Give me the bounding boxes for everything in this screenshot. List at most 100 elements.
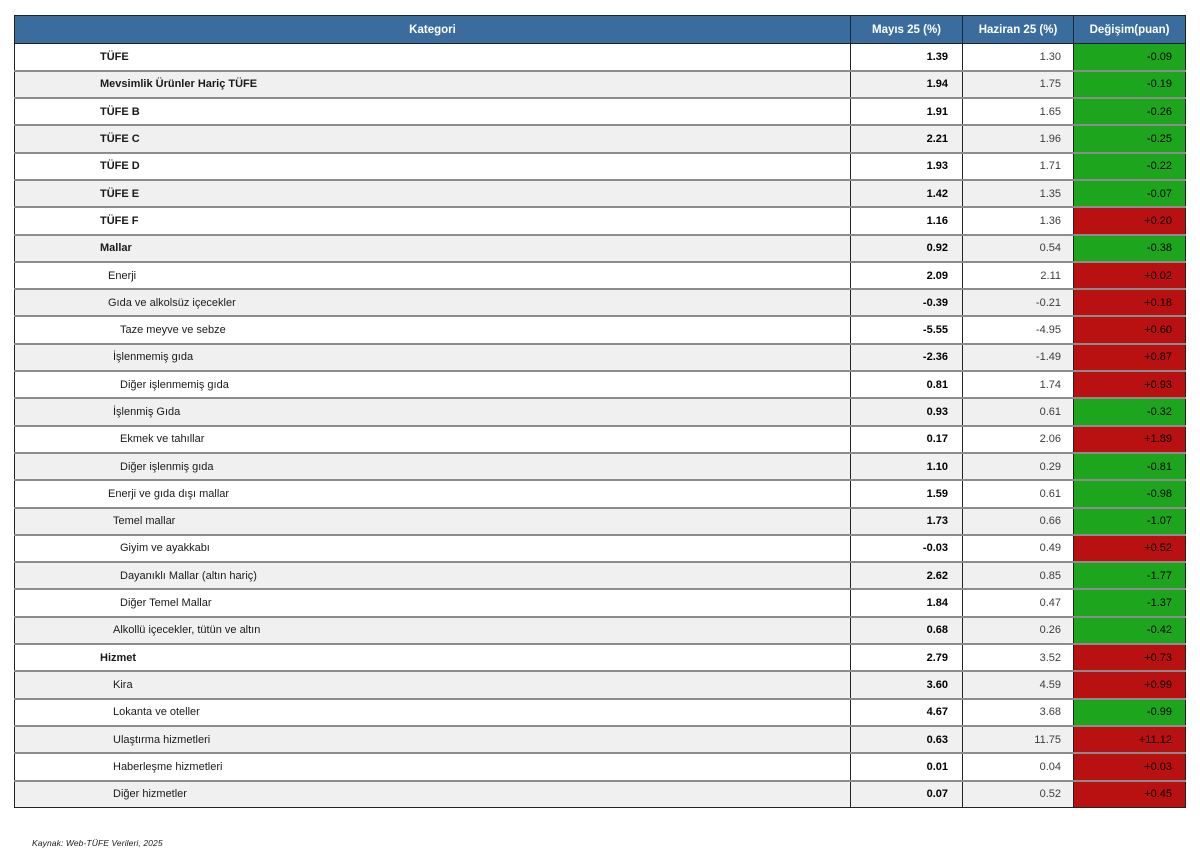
degisim-value-cell: +1.89 (1073, 424, 1186, 453)
haziran-value-cell: 4.59 (962, 670, 1074, 699)
haziran-value-cell: 3.68 (962, 697, 1074, 726)
category-cell: Mevsimlik Ürünler Hariç TÜFE (14, 69, 851, 99)
mayis-value-cell: -0.03 (850, 533, 963, 563)
category-cell: TÜFE D (14, 151, 851, 180)
degisim-value-cell: +0.20 (1073, 206, 1186, 235)
table-row: TÜFE E 1.42 1.35 -0.07 (14, 178, 1186, 208)
table-row: Kira 3.60 4.59 +0.99 (14, 670, 1186, 699)
degisim-value-cell: +0.93 (1073, 370, 1186, 399)
mayis-value-cell: 2.21 (850, 124, 963, 153)
haziran-value-cell: 2.06 (962, 424, 1074, 453)
mayis-value-cell: 1.10 (850, 451, 963, 481)
category-cell: Ulaştırma hizmetleri (14, 724, 851, 754)
haziran-value-cell: 1.36 (962, 206, 1074, 235)
table-row: TÜFE C 2.21 1.96 -0.25 (14, 124, 1186, 153)
mayis-value-cell: 0.01 (850, 752, 963, 781)
mayis-value-cell: 3.60 (850, 670, 963, 699)
mayis-value-cell: 0.17 (850, 424, 963, 453)
table-row: Mallar 0.92 0.54 -0.38 (14, 233, 1186, 262)
degisim-value-cell: +0.18 (1073, 288, 1186, 317)
degisim-value-cell: -1.37 (1073, 588, 1186, 617)
source-note: Kaynak: Web-TÜFE Verileri, 2025 (32, 838, 163, 848)
category-cell: İşlenmiş Gıda (14, 397, 851, 426)
mayis-value-cell: 0.63 (850, 724, 963, 754)
mayis-value-cell: -0.39 (850, 288, 963, 317)
degisim-value-cell: +0.73 (1073, 643, 1186, 672)
haziran-value-cell: -0.21 (962, 288, 1074, 317)
table-row: Diğer Temel Mallar 1.84 0.47 -1.37 (14, 588, 1186, 617)
table-header: Kategori Mayıs 25 (%) Haziran 25 (%) Değ… (14, 15, 1186, 44)
table-row: Gıda ve alkolsüz içecekler -0.39 -0.21 +0.1… (14, 288, 1186, 317)
mayis-value-cell: 0.07 (850, 779, 963, 808)
degisim-value-cell: +0.45 (1073, 779, 1186, 808)
mayis-value-cell: 1.59 (850, 479, 963, 508)
haziran-value-cell: 0.29 (962, 451, 1074, 481)
degisim-value-cell: -1.07 (1073, 506, 1186, 535)
haziran-value-cell: 0.49 (962, 533, 1074, 563)
degisim-value-cell: +0.03 (1073, 752, 1186, 781)
category-cell: Dayanıklı Mallar (altın hariç) (14, 561, 851, 590)
table-row: Diğer işlenmemiş gıda 0.81 1.74 +0.93 (14, 370, 1186, 399)
degisim-value-cell: -0.98 (1073, 479, 1186, 508)
table-row: Giyim ve ayakkabı -0.03 0.49 +0.52 (14, 533, 1186, 563)
column-header-kategori: Kategori (14, 15, 851, 44)
table-row: Ulaştırma hizmetleri 0.63 11.75 +11.12 (14, 724, 1186, 754)
haziran-value-cell: 3.52 (962, 643, 1074, 672)
degisim-value-cell: +0.87 (1073, 342, 1186, 372)
table-row: Dayanıklı Mallar (altın hariç) 2.62 0.85 -1… (14, 561, 1186, 590)
category-cell: Alkollü içecekler, tütün ve altın (14, 615, 851, 645)
table-row: Haberleşme hizmetleri 0.01 0.04 +0.03 (14, 752, 1186, 781)
haziran-value-cell: 2.11 (962, 260, 1074, 290)
haziran-value-cell: 0.04 (962, 752, 1074, 781)
degisim-value-cell: -0.19 (1073, 69, 1186, 99)
table-row: İşlenmiş Gıda 0.93 0.61 -0.32 (14, 397, 1186, 426)
table-row: Hizmet 2.79 3.52 +0.73 (14, 643, 1186, 672)
category-cell: Enerji ve gıda dışı mallar (14, 479, 851, 508)
mayis-value-cell: 1.91 (850, 97, 963, 126)
haziran-value-cell: 0.66 (962, 506, 1074, 535)
mayis-value-cell: 2.79 (850, 643, 963, 672)
haziran-value-cell: 0.61 (962, 397, 1074, 426)
mayis-value-cell: 4.67 (850, 697, 963, 726)
degisim-value-cell: -0.09 (1073, 42, 1186, 71)
table-row: Mevsimlik Ürünler Hariç TÜFE 1.94 1.75 -0.1… (14, 69, 1186, 99)
category-cell: Gıda ve alkolsüz içecekler (14, 288, 851, 317)
degisim-value-cell: -1.77 (1073, 561, 1186, 590)
degisim-value-cell: -0.42 (1073, 615, 1186, 645)
category-cell: Hizmet (14, 643, 851, 672)
category-cell: Giyim ve ayakkabı (14, 533, 851, 563)
table-row: Taze meyve ve sebze -5.55 -4.95 +0.60 (14, 315, 1186, 344)
haziran-value-cell: 1.74 (962, 370, 1074, 399)
table-body: TÜFE 1.39 1.30 -0.09 Mevsimlik Ürünler Hariç… (14, 42, 1186, 808)
category-cell: TÜFE E (14, 178, 851, 208)
haziran-value-cell: 0.52 (962, 779, 1074, 808)
table-row: Ekmek ve tahıllar 0.17 2.06 +1.89 (14, 424, 1186, 453)
category-cell: Kira (14, 670, 851, 699)
degisim-value-cell: +0.02 (1073, 260, 1186, 290)
category-cell: TÜFE C (14, 124, 851, 153)
column-header-haziran-25: Haziran 25 (%) (962, 15, 1074, 44)
haziran-value-cell: 1.30 (962, 42, 1074, 71)
category-cell: Lokanta ve oteller (14, 697, 851, 726)
category-cell: İşlenmemiş gıda (14, 342, 851, 372)
mayis-value-cell: 0.93 (850, 397, 963, 426)
haziran-value-cell: 0.61 (962, 479, 1074, 508)
table-row: İşlenmemiş gıda -2.36 -1.49 +0.87 (14, 342, 1186, 372)
column-header-mayis-25: Mayıs 25 (%) (850, 15, 963, 44)
table-row: Diğer hizmetler 0.07 0.52 +0.45 (14, 779, 1186, 808)
table-row: Enerji 2.09 2.11 +0.02 (14, 260, 1186, 290)
haziran-value-cell: 0.85 (962, 561, 1074, 590)
haziran-value-cell: 0.47 (962, 588, 1074, 617)
table-row: TÜFE F 1.16 1.36 +0.20 (14, 206, 1186, 235)
category-cell: Temel mallar (14, 506, 851, 535)
mayis-value-cell: 2.09 (850, 260, 963, 290)
haziran-value-cell: -1.49 (962, 342, 1074, 372)
degisim-value-cell: -0.07 (1073, 178, 1186, 208)
mayis-value-cell: 1.93 (850, 151, 963, 180)
mayis-value-cell: -5.55 (850, 315, 963, 344)
mayis-value-cell: -2.36 (850, 342, 963, 372)
haziran-value-cell: 0.26 (962, 615, 1074, 645)
header-row: Kategori Mayıs 25 (%) Haziran 25 (%) Değ… (14, 15, 1186, 44)
degisim-value-cell: -0.26 (1073, 97, 1186, 126)
